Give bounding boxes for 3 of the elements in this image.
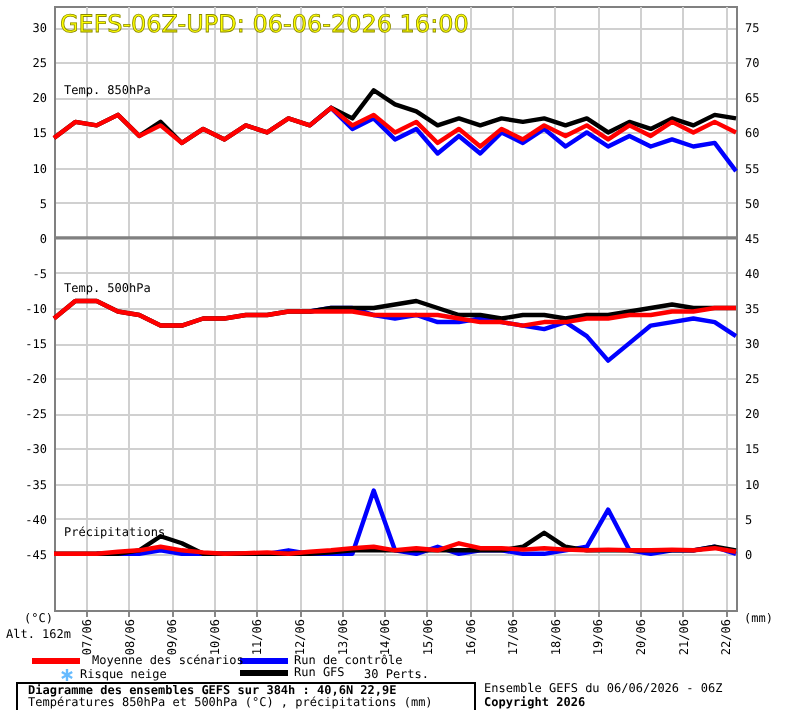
line-series [51, 298, 739, 328]
chart-title: GEFS-06Z-UPD: 06-06-2026 16:00 [60, 10, 469, 38]
line-series [51, 105, 739, 149]
